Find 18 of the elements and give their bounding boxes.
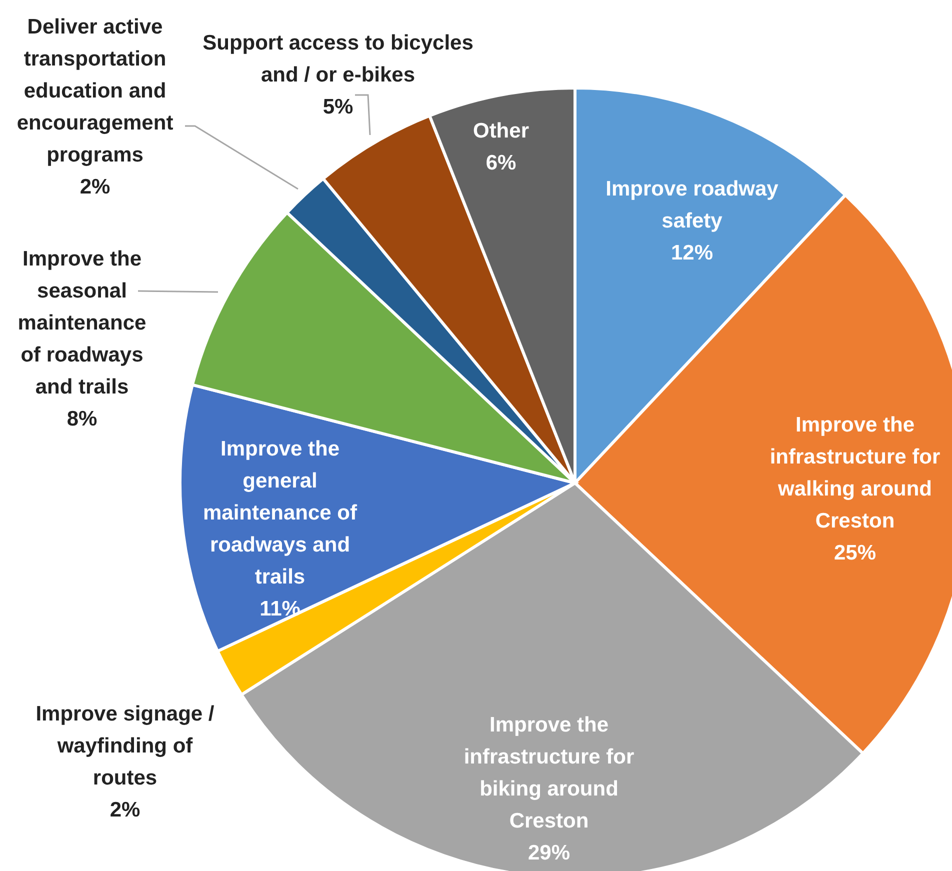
data-label: 8% <box>66 407 98 430</box>
slice-label: Support access to bicycles and / or e-bikes <box>202 31 474 86</box>
data-label: 29% <box>528 841 570 864</box>
data-label: 6% <box>486 151 516 174</box>
data-label: 25% <box>834 541 876 564</box>
data-label: 5% <box>322 95 354 118</box>
slice-label: Improve the general maintenance of roadways and trails <box>202 437 358 588</box>
slice-label: Deliver active transportation education and encouragement programs <box>16 15 174 166</box>
slice-label: Improve roadway safety <box>606 177 779 232</box>
data-label: 11% <box>260 597 301 620</box>
slice-label: Improve the infrastructure for walking around Creston <box>770 413 940 532</box>
data-label: 12% <box>670 241 714 264</box>
slice-label: Other <box>472 119 530 142</box>
data-label: 2% <box>110 798 140 822</box>
slice-label: Improve the infrastructure for biking around Creston <box>464 713 634 832</box>
slice-label: Improve signage / wayfinding of routes <box>36 702 214 790</box>
data-label: 2% <box>80 175 110 198</box>
slice-label: Improve the seasonal maintenance of roadways and trails <box>18 247 146 398</box>
